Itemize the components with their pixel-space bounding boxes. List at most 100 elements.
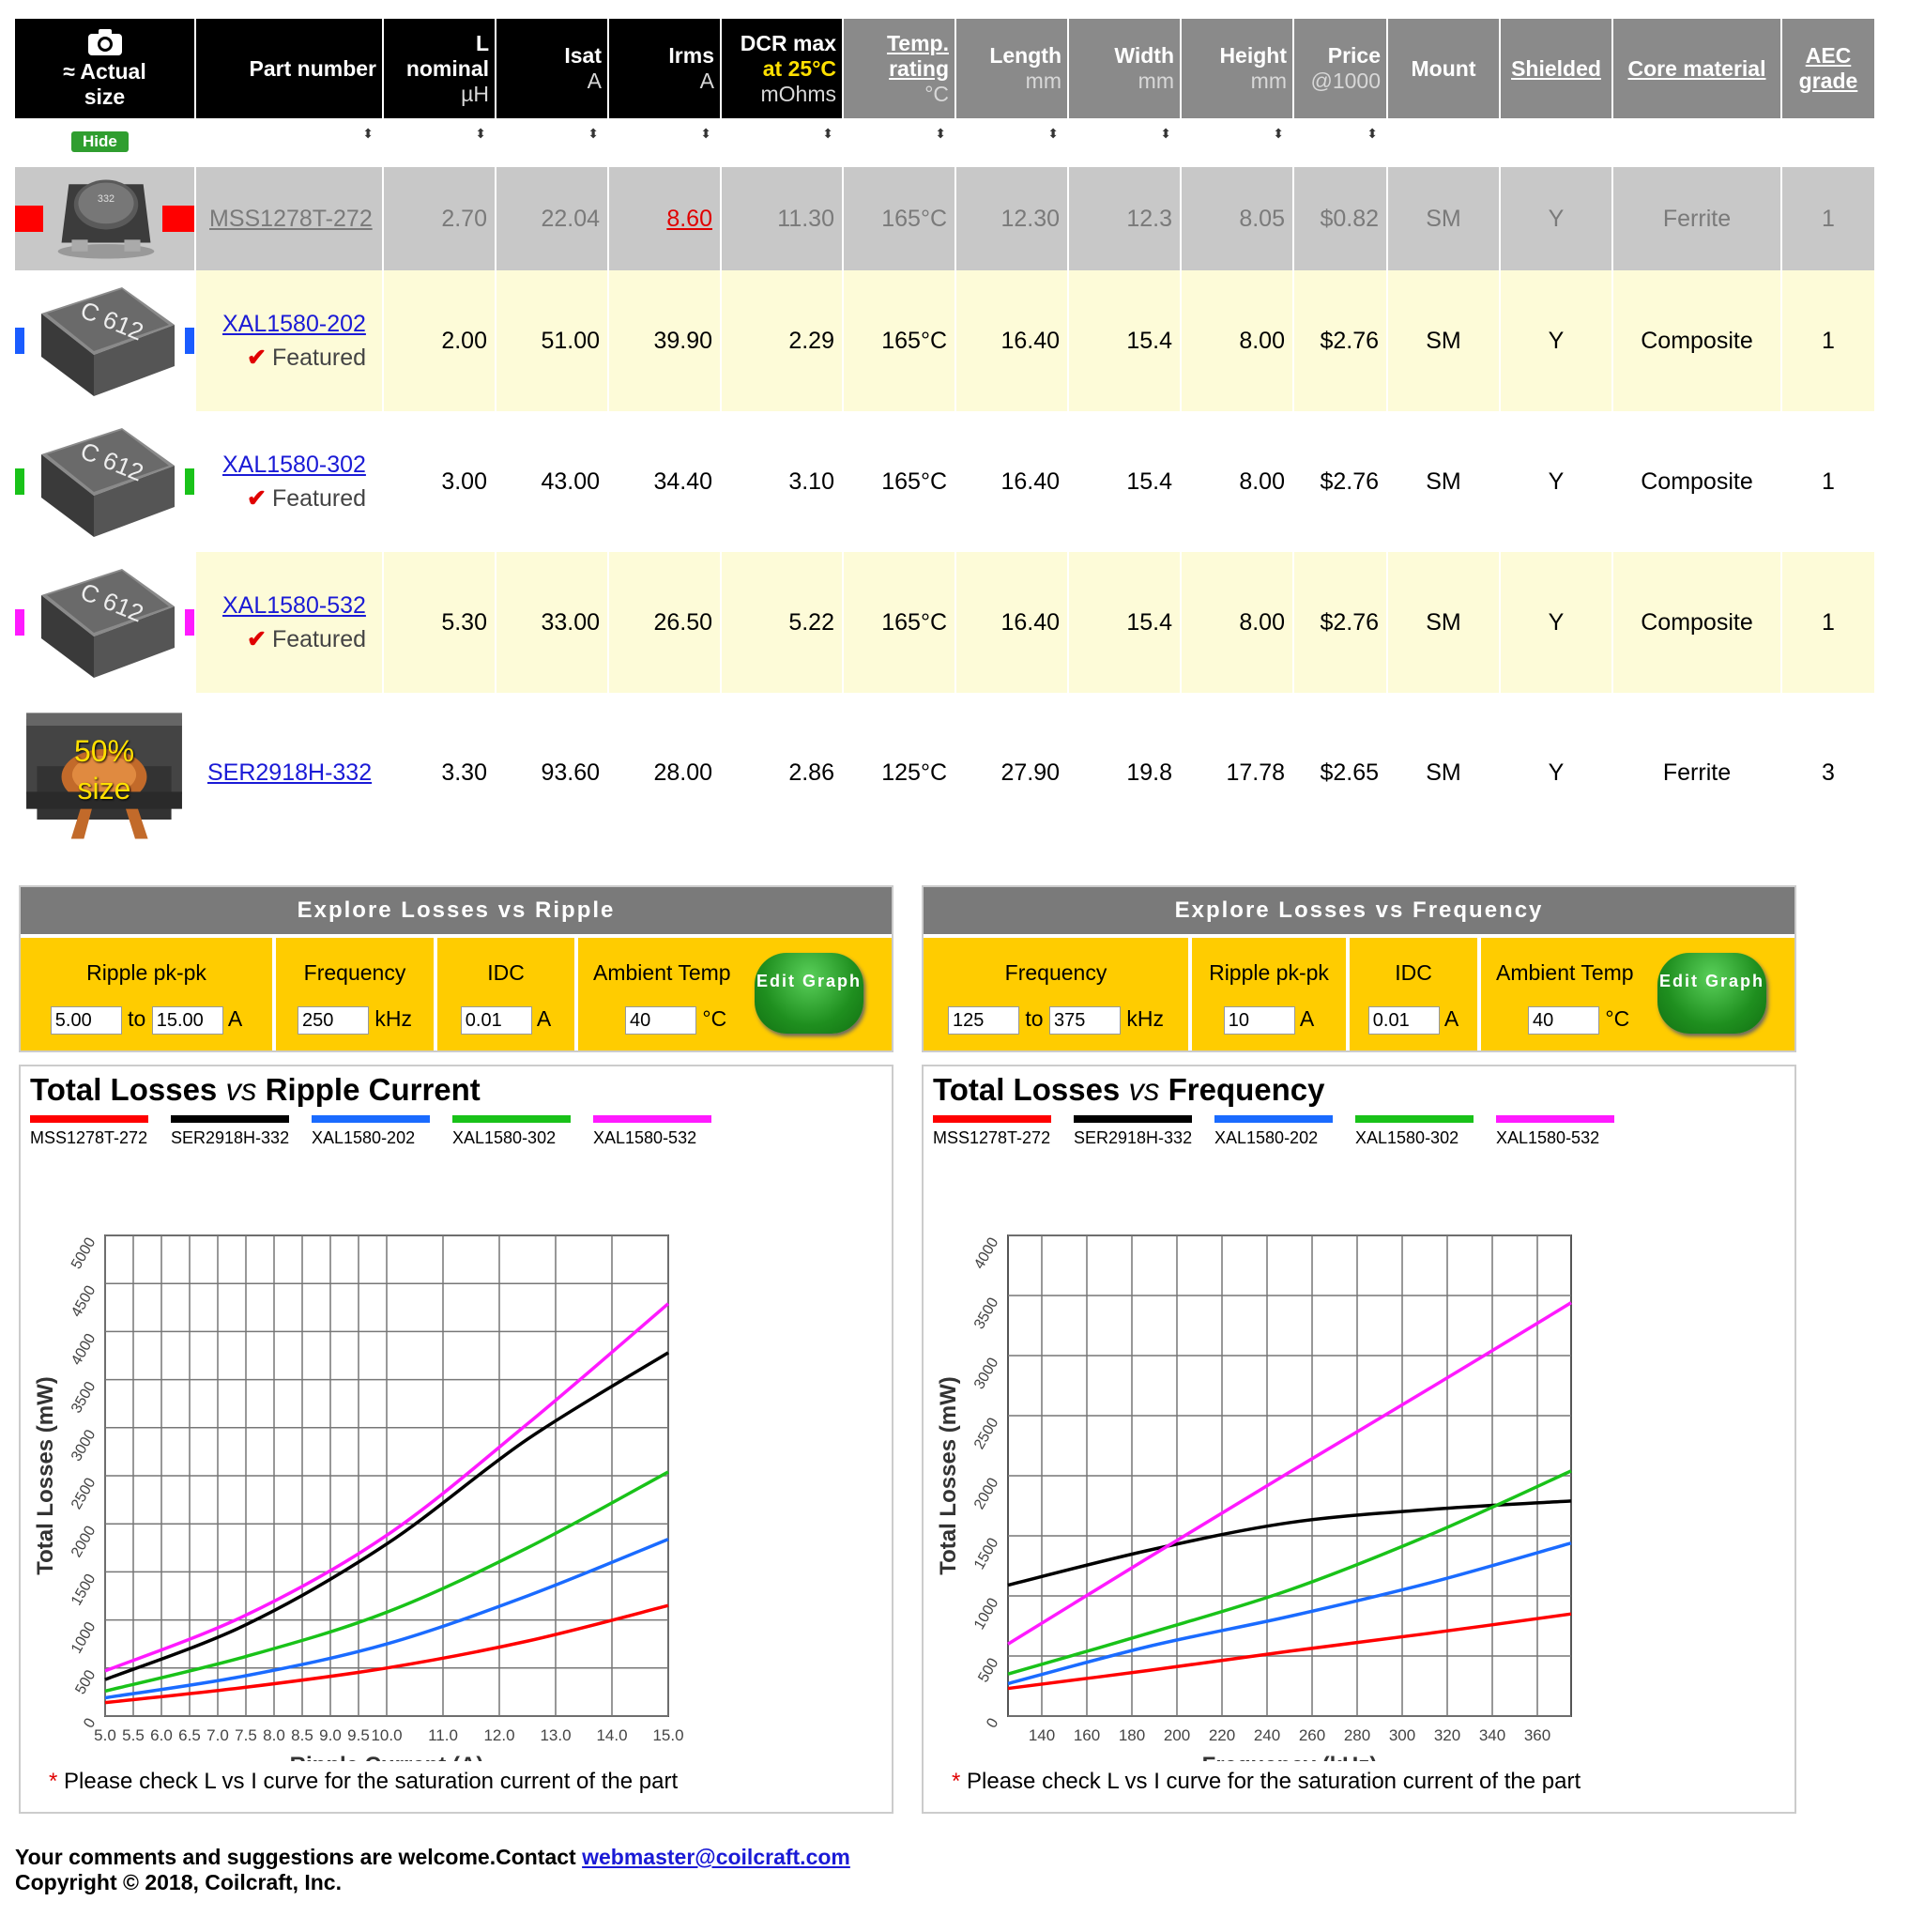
- sort-arrows-icon[interactable]: ⬍: [935, 126, 946, 141]
- ambient-temp-input[interactable]: [625, 1006, 696, 1035]
- ripple-to-input[interactable]: [151, 1006, 223, 1035]
- header-aec-grade[interactable]: AEC grade: [1781, 19, 1876, 118]
- svg-text:332: 332: [98, 193, 115, 205]
- sort-arrows-icon[interactable]: ⬍: [1273, 126, 1284, 141]
- idc-label: IDC: [1395, 960, 1432, 985]
- cell-core: Composite: [1612, 552, 1782, 693]
- cell-core: Ferrite: [1612, 167, 1782, 270]
- cell-temp: 125°C: [843, 693, 956, 852]
- header-aec-line1[interactable]: AEC: [1805, 43, 1852, 68]
- sort-arrows-icon[interactable]: ⬍: [1047, 126, 1059, 141]
- legend-item: SER2918H-332: [1074, 1115, 1214, 1148]
- ripple-from-input[interactable]: [50, 1006, 122, 1035]
- title-part-a: Total Losses: [30, 1072, 226, 1107]
- y-tick-label: 3500: [971, 1295, 1002, 1331]
- y-tick-label: 1500: [971, 1535, 1002, 1572]
- header-core-material[interactable]: Core material: [1612, 19, 1782, 118]
- freq-to-input[interactable]: [1048, 1006, 1121, 1035]
- x-tick-label: 220: [1209, 1726, 1235, 1744]
- y-tick-label: 2000: [971, 1475, 1002, 1511]
- x-tick-label: 7.0: [206, 1726, 229, 1744]
- idc-input[interactable]: [460, 1006, 532, 1035]
- part-image-cell[interactable]: C 612: [15, 411, 196, 552]
- cell-width: 15.4: [1068, 552, 1182, 693]
- ripple-frequency-group: Frequency kHz: [276, 938, 437, 1050]
- frequency-graph: Total Losses vs Frequency MSS1278T-272 SE…: [922, 1065, 1796, 1814]
- sort-arrows-icon[interactable]: ⬍: [475, 126, 486, 141]
- header-width-label: Width: [1114, 43, 1174, 68]
- header-shielded[interactable]: Shielded: [1500, 19, 1613, 118]
- part-number-link[interactable]: XAL1580-532: [222, 591, 366, 619]
- header-temp-line1[interactable]: Temp.: [886, 30, 949, 55]
- freq-from-input[interactable]: [948, 1006, 1019, 1035]
- header-width: Width mm: [1068, 19, 1182, 118]
- frequency-unit: kHz: [374, 1006, 412, 1032]
- cell-dcr: 2.29: [721, 270, 844, 411]
- sort-arrows-icon[interactable]: ⬍: [588, 126, 599, 141]
- x-axis-label: Ripple Current (A): [290, 1753, 484, 1761]
- header-temp-line2[interactable]: rating: [889, 55, 949, 81]
- frequency-label: Frequency: [1004, 960, 1107, 985]
- x-tick-label: 180: [1119, 1726, 1145, 1744]
- part-thumbnail-image: C 612: [41, 428, 175, 537]
- header-temp-rating[interactable]: Temp. rating °C: [843, 19, 956, 118]
- series-color-marker: [15, 609, 24, 636]
- header-dcr: DCR max at 25°C mOhms: [721, 19, 844, 118]
- series-line-mss1278t-272: [104, 1603, 669, 1705]
- x-tick-label: 15.0: [652, 1726, 683, 1744]
- header-isat-unit: A: [587, 69, 602, 93]
- legend-swatch: [30, 1115, 148, 1123]
- sort-arrows-icon[interactable]: ⬍: [362, 126, 374, 141]
- part-number-link[interactable]: MSS1278T-272: [209, 205, 373, 232]
- series-line-ser2918h-332: [1007, 1499, 1572, 1587]
- part-number-link[interactable]: XAL1580-202: [222, 310, 366, 337]
- cell-core: Composite: [1612, 411, 1782, 552]
- sort-arrows-icon[interactable]: ⬍: [1160, 126, 1171, 141]
- x-tick-label: 9.0: [319, 1726, 342, 1744]
- ambient-temp-input[interactable]: [1528, 1006, 1599, 1035]
- legend-swatch: [452, 1115, 571, 1123]
- legend-item: MSS1278T-272: [30, 1115, 171, 1148]
- header-l-line1: L: [475, 30, 489, 55]
- idc-input[interactable]: [1367, 1006, 1440, 1035]
- cell-width: 15.4: [1068, 411, 1182, 552]
- freq-temp-group: Ambient Temp °C: [1481, 938, 1794, 1050]
- part-image-cell[interactable]: 50% size: [15, 693, 196, 852]
- cell-width: 19.8: [1068, 693, 1182, 852]
- part-image-cell[interactable]: C 612: [15, 552, 196, 693]
- header-length-label: Length: [989, 43, 1061, 68]
- header-aec-line2[interactable]: grade: [1798, 69, 1858, 93]
- legend-label: XAL1580-302: [1355, 1128, 1459, 1147]
- actual-size-header[interactable]: ≈ Actual size: [15, 19, 196, 118]
- edit-graph-button[interactable]: Edit Graph: [755, 953, 863, 1034]
- webmaster-email-link[interactable]: webmaster@coilcraft.com: [582, 1845, 850, 1869]
- hide-button[interactable]: Hide: [71, 131, 129, 152]
- cell-l: 3.30: [383, 693, 496, 852]
- checkmark-icon: ✔: [247, 625, 267, 652]
- edit-graph-button[interactable]: Edit Graph: [1657, 953, 1766, 1034]
- sort-arrows-icon[interactable]: ⬍: [1367, 126, 1378, 141]
- cell-length: 16.40: [955, 411, 1069, 552]
- part-number-link[interactable]: SER2918H-332: [207, 759, 373, 786]
- legend: MSS1278T-272 SER2918H-332 XAL1580-202 XAL15…: [30, 1115, 734, 1148]
- legend-item: XAL1580-302: [1355, 1115, 1496, 1148]
- series-color-marker: [185, 468, 194, 495]
- frequency-input[interactable]: [297, 1006, 369, 1035]
- header-shielded-link[interactable]: Shielded: [1511, 55, 1601, 81]
- header-core-link[interactable]: Core material: [1627, 55, 1766, 81]
- part-number-link[interactable]: XAL1580-302: [222, 451, 366, 478]
- series-line-ser2918h-332: [104, 1351, 669, 1681]
- cell-mount: SM: [1387, 270, 1501, 411]
- ripple-label: Ripple pk-pk: [86, 960, 206, 985]
- sort-arrows-icon[interactable]: ⬍: [700, 126, 711, 141]
- ripple-input[interactable]: [1223, 1006, 1295, 1035]
- sort-cell: ⬍: [496, 118, 608, 167]
- part-image-cell[interactable]: C 612: [15, 270, 196, 411]
- cell-isat: 22.04: [496, 167, 609, 270]
- series-line-xal1580-302: [104, 1470, 669, 1694]
- legend-label: XAL1580-532: [1496, 1128, 1600, 1147]
- part-image-cell[interactable]: 332: [15, 167, 196, 270]
- y-tick-label: 3000: [69, 1427, 99, 1464]
- part-number-cell: XAL1580-302 ✔ Featured: [195, 411, 384, 552]
- sort-arrows-icon[interactable]: ⬍: [822, 126, 833, 141]
